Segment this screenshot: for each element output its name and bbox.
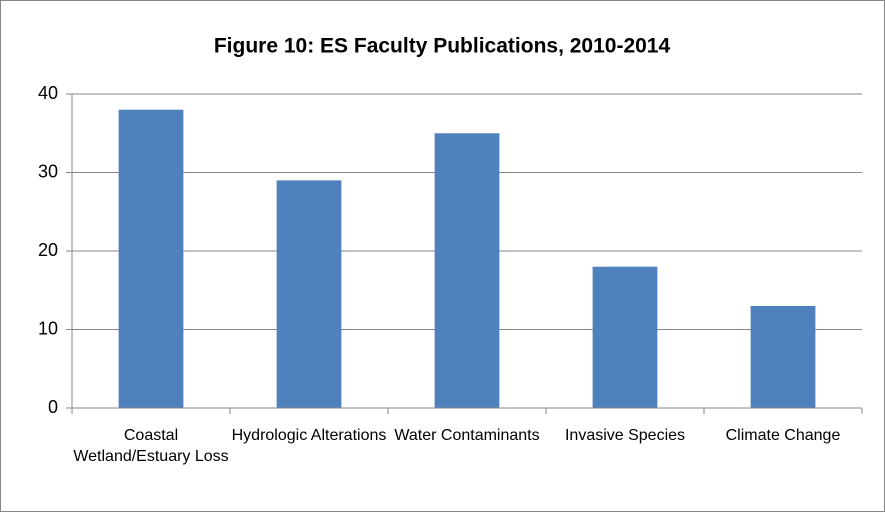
y-tick-label: 30 — [38, 161, 58, 181]
y-tick-label: 10 — [38, 318, 58, 338]
bar — [750, 305, 816, 408]
bar — [276, 180, 342, 408]
y-tick-label: 0 — [48, 397, 58, 417]
x-tick-label: Climate Change — [725, 427, 841, 444]
chart-title: Figure 10: ES Faculty Publications, 2010… — [214, 35, 671, 58]
x-tick-label: Water Contaminants — [394, 427, 540, 444]
y-tick-label: 40 — [38, 83, 58, 103]
bar — [118, 109, 184, 408]
x-tick-label: Invasive Species — [564, 427, 686, 444]
x-tick-label: Hydrologic Alterations — [231, 427, 387, 444]
bar — [434, 133, 500, 408]
x-tick-label: Coastal Wetland/Estuary Loss — [73, 427, 229, 465]
bar — [592, 266, 658, 408]
y-tick-label: 20 — [38, 240, 58, 260]
